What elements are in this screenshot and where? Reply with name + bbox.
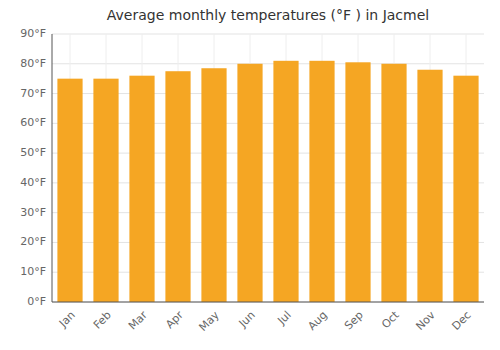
y-tick-label: 20°F: [20, 235, 46, 248]
bar: [201, 68, 226, 302]
x-tick-label: Mar: [126, 308, 150, 332]
y-axis-line: [52, 34, 53, 302]
x-tick-label: Sep: [342, 309, 366, 333]
y-tick-label: 40°F: [20, 176, 46, 189]
x-tick-label: Nov: [413, 308, 438, 333]
x-tick-label: Feb: [91, 309, 114, 332]
bar: [165, 71, 190, 302]
x-tick-label: Apr: [163, 308, 186, 331]
x-tick-label: Jan: [56, 309, 78, 331]
y-tick-label: 60°F: [20, 116, 46, 129]
x-tick-label: Jun: [236, 309, 258, 331]
x-tick-label: Dec: [450, 309, 474, 333]
y-grid-line: [52, 63, 484, 64]
bar: [417, 70, 442, 302]
bar: [237, 64, 262, 302]
bar: [129, 76, 154, 302]
y-tick-label: 70°F: [20, 87, 46, 100]
bar: [453, 76, 478, 302]
bar: [345, 62, 370, 302]
bars: [57, 61, 478, 302]
bar: [273, 61, 298, 302]
y-tick-label: 80°F: [20, 57, 46, 70]
y-tick-label: 50°F: [20, 146, 46, 159]
y-grid-line: [52, 302, 484, 303]
y-tick-label: 10°F: [20, 265, 46, 278]
y-tick-label: 0°F: [27, 295, 46, 308]
y-tick-label: 30°F: [20, 206, 46, 219]
bar: [309, 61, 334, 302]
bar: [93, 79, 118, 302]
x-tick-label: Aug: [305, 309, 329, 333]
bar: [57, 79, 82, 302]
y-tick-label: 90°F: [20, 27, 46, 40]
page: {"chart_data": {"type": "bar", "title": …: [0, 0, 500, 350]
grid: [52, 34, 484, 302]
bar: [381, 64, 406, 302]
x-tick-label: May: [196, 308, 222, 334]
title: Average monthly temperatures (°F ) in Ja…: [107, 7, 429, 23]
chart: 0°F 10°F 20°F 30°F 40°F 50°F 60°F 70°F 80°F 90°F J…: [0, 0, 500, 350]
y-grid-line: [52, 34, 484, 35]
x-axis-line: [52, 302, 484, 303]
x-tick-label: Jul: [274, 309, 293, 328]
x-tick-label: Oct: [379, 308, 402, 331]
